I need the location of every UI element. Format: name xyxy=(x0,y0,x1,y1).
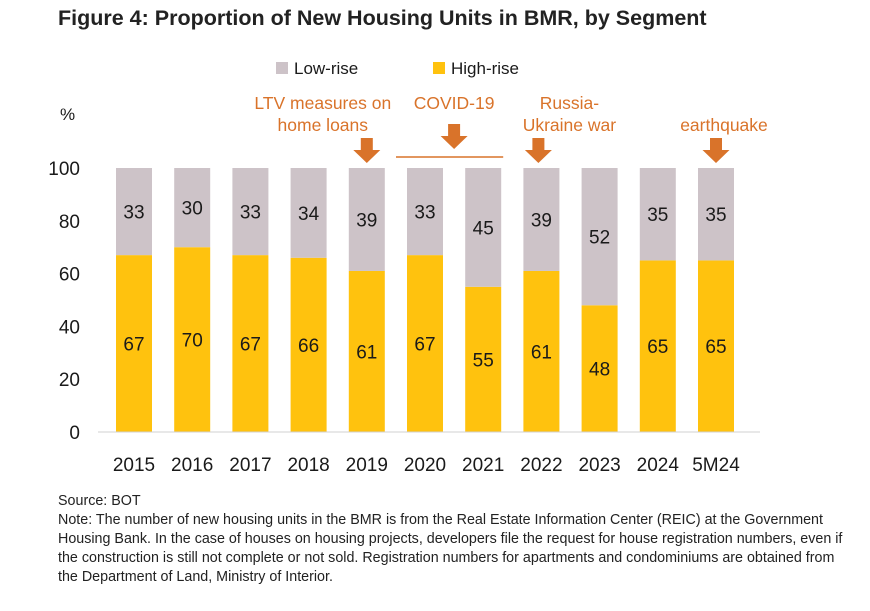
annotation-arrow xyxy=(702,138,730,163)
annotation-text: Ukraine war xyxy=(523,115,617,135)
annotation-arrow xyxy=(353,138,381,163)
y-tick-label: 80 xyxy=(59,212,80,233)
y-tick-label: 100 xyxy=(48,159,80,180)
annotation-text: home loans xyxy=(278,115,369,135)
bar-low-rise xyxy=(232,168,269,256)
bar-low-rise xyxy=(523,168,560,271)
x-tick-label: 2020 xyxy=(404,455,446,476)
chart-title: Figure 4: Proportion of New Housing Unit… xyxy=(58,6,707,30)
bar-high-rise xyxy=(290,257,327,432)
data-label-low-rise: 30 xyxy=(182,199,203,220)
data-label-low-rise: 35 xyxy=(705,205,726,226)
data-label-low-rise: 45 xyxy=(473,218,494,239)
data-label-high-rise: 67 xyxy=(240,335,261,356)
annotation-text: LTV measures on xyxy=(254,93,391,113)
bar-high-rise xyxy=(174,247,211,432)
chart-footer: Source: BOT Note: The number of new hous… xyxy=(58,492,858,587)
data-label-high-rise: 65 xyxy=(647,337,668,358)
bar-low-rise xyxy=(639,168,676,261)
x-tick-label: 2024 xyxy=(637,455,680,476)
legend-label: High-rise xyxy=(451,59,519,78)
bar-high-rise xyxy=(407,255,443,432)
stacked-bar-chart: 0 20 40 60 80 100% 67 33 2015 70 30 2016 67 33 2017 66 3… xyxy=(48,59,768,476)
data-label-low-rise: 33 xyxy=(123,203,144,224)
note-text: Note: The number of new housing units in… xyxy=(58,512,843,585)
bar-low-rise xyxy=(348,168,385,271)
annotation-text: COVID-19 xyxy=(414,93,495,113)
data-label-low-rise: 33 xyxy=(414,203,435,224)
annotation-arrow xyxy=(440,124,468,149)
legend-swatch xyxy=(276,62,288,74)
bar-high-rise xyxy=(581,305,618,432)
data-label-high-rise: 65 xyxy=(705,337,726,358)
x-tick-label: 5M24 xyxy=(692,455,740,476)
data-label-high-rise: 66 xyxy=(298,336,319,357)
y-tick-label: 0 xyxy=(69,423,80,444)
bar-high-rise xyxy=(523,270,560,432)
data-label-low-rise: 34 xyxy=(298,204,320,225)
annotation-text: Russia- xyxy=(540,93,599,113)
bar-low-rise xyxy=(174,168,211,248)
bar-low-rise xyxy=(290,168,327,258)
data-label-high-rise: 61 xyxy=(531,342,552,363)
data-label-low-rise: 39 xyxy=(356,210,377,231)
x-tick-label: 2017 xyxy=(229,455,271,476)
x-tick-label: 2015 xyxy=(113,455,155,476)
data-label-low-rise: 39 xyxy=(531,210,552,231)
y-tick-label: 40 xyxy=(59,317,80,338)
data-label-high-rise: 48 xyxy=(589,360,610,381)
bar-low-rise xyxy=(465,168,502,287)
annotation-text: earthquake xyxy=(680,115,768,135)
data-label-low-rise: 35 xyxy=(647,205,668,226)
x-tick-label: 2019 xyxy=(346,455,388,476)
bar-high-rise xyxy=(698,260,734,432)
x-tick-label: 2022 xyxy=(520,455,562,476)
data-label-low-rise: 52 xyxy=(589,228,610,249)
data-label-high-rise: 70 xyxy=(182,331,203,352)
annotation-arrow xyxy=(524,138,552,163)
source-text: Source: BOT xyxy=(58,493,141,509)
y-tick-label: 60 xyxy=(59,265,80,286)
bar-high-rise xyxy=(465,286,502,432)
legend-label: Low-rise xyxy=(294,59,358,78)
x-tick-label: 2016 xyxy=(171,455,213,476)
y-tick-label: 20 xyxy=(59,370,80,391)
bar-high-rise xyxy=(116,255,152,432)
legend-swatch xyxy=(433,62,445,74)
bar-low-rise xyxy=(407,168,443,256)
bar-low-rise xyxy=(698,168,734,261)
data-label-low-rise: 33 xyxy=(240,203,261,224)
x-tick-label: 2018 xyxy=(287,455,329,476)
y-axis-label: % xyxy=(60,105,75,124)
bar-high-rise xyxy=(348,270,385,432)
data-label-high-rise: 67 xyxy=(123,335,144,356)
bar-high-rise xyxy=(232,255,269,432)
bar-low-rise xyxy=(581,168,618,306)
bar-low-rise xyxy=(116,168,152,256)
x-tick-label: 2021 xyxy=(462,455,504,476)
bar-high-rise xyxy=(639,260,676,432)
x-tick-label: 2023 xyxy=(578,455,620,476)
data-label-high-rise: 55 xyxy=(473,350,494,371)
data-label-high-rise: 61 xyxy=(356,342,377,363)
data-label-high-rise: 67 xyxy=(414,335,435,356)
